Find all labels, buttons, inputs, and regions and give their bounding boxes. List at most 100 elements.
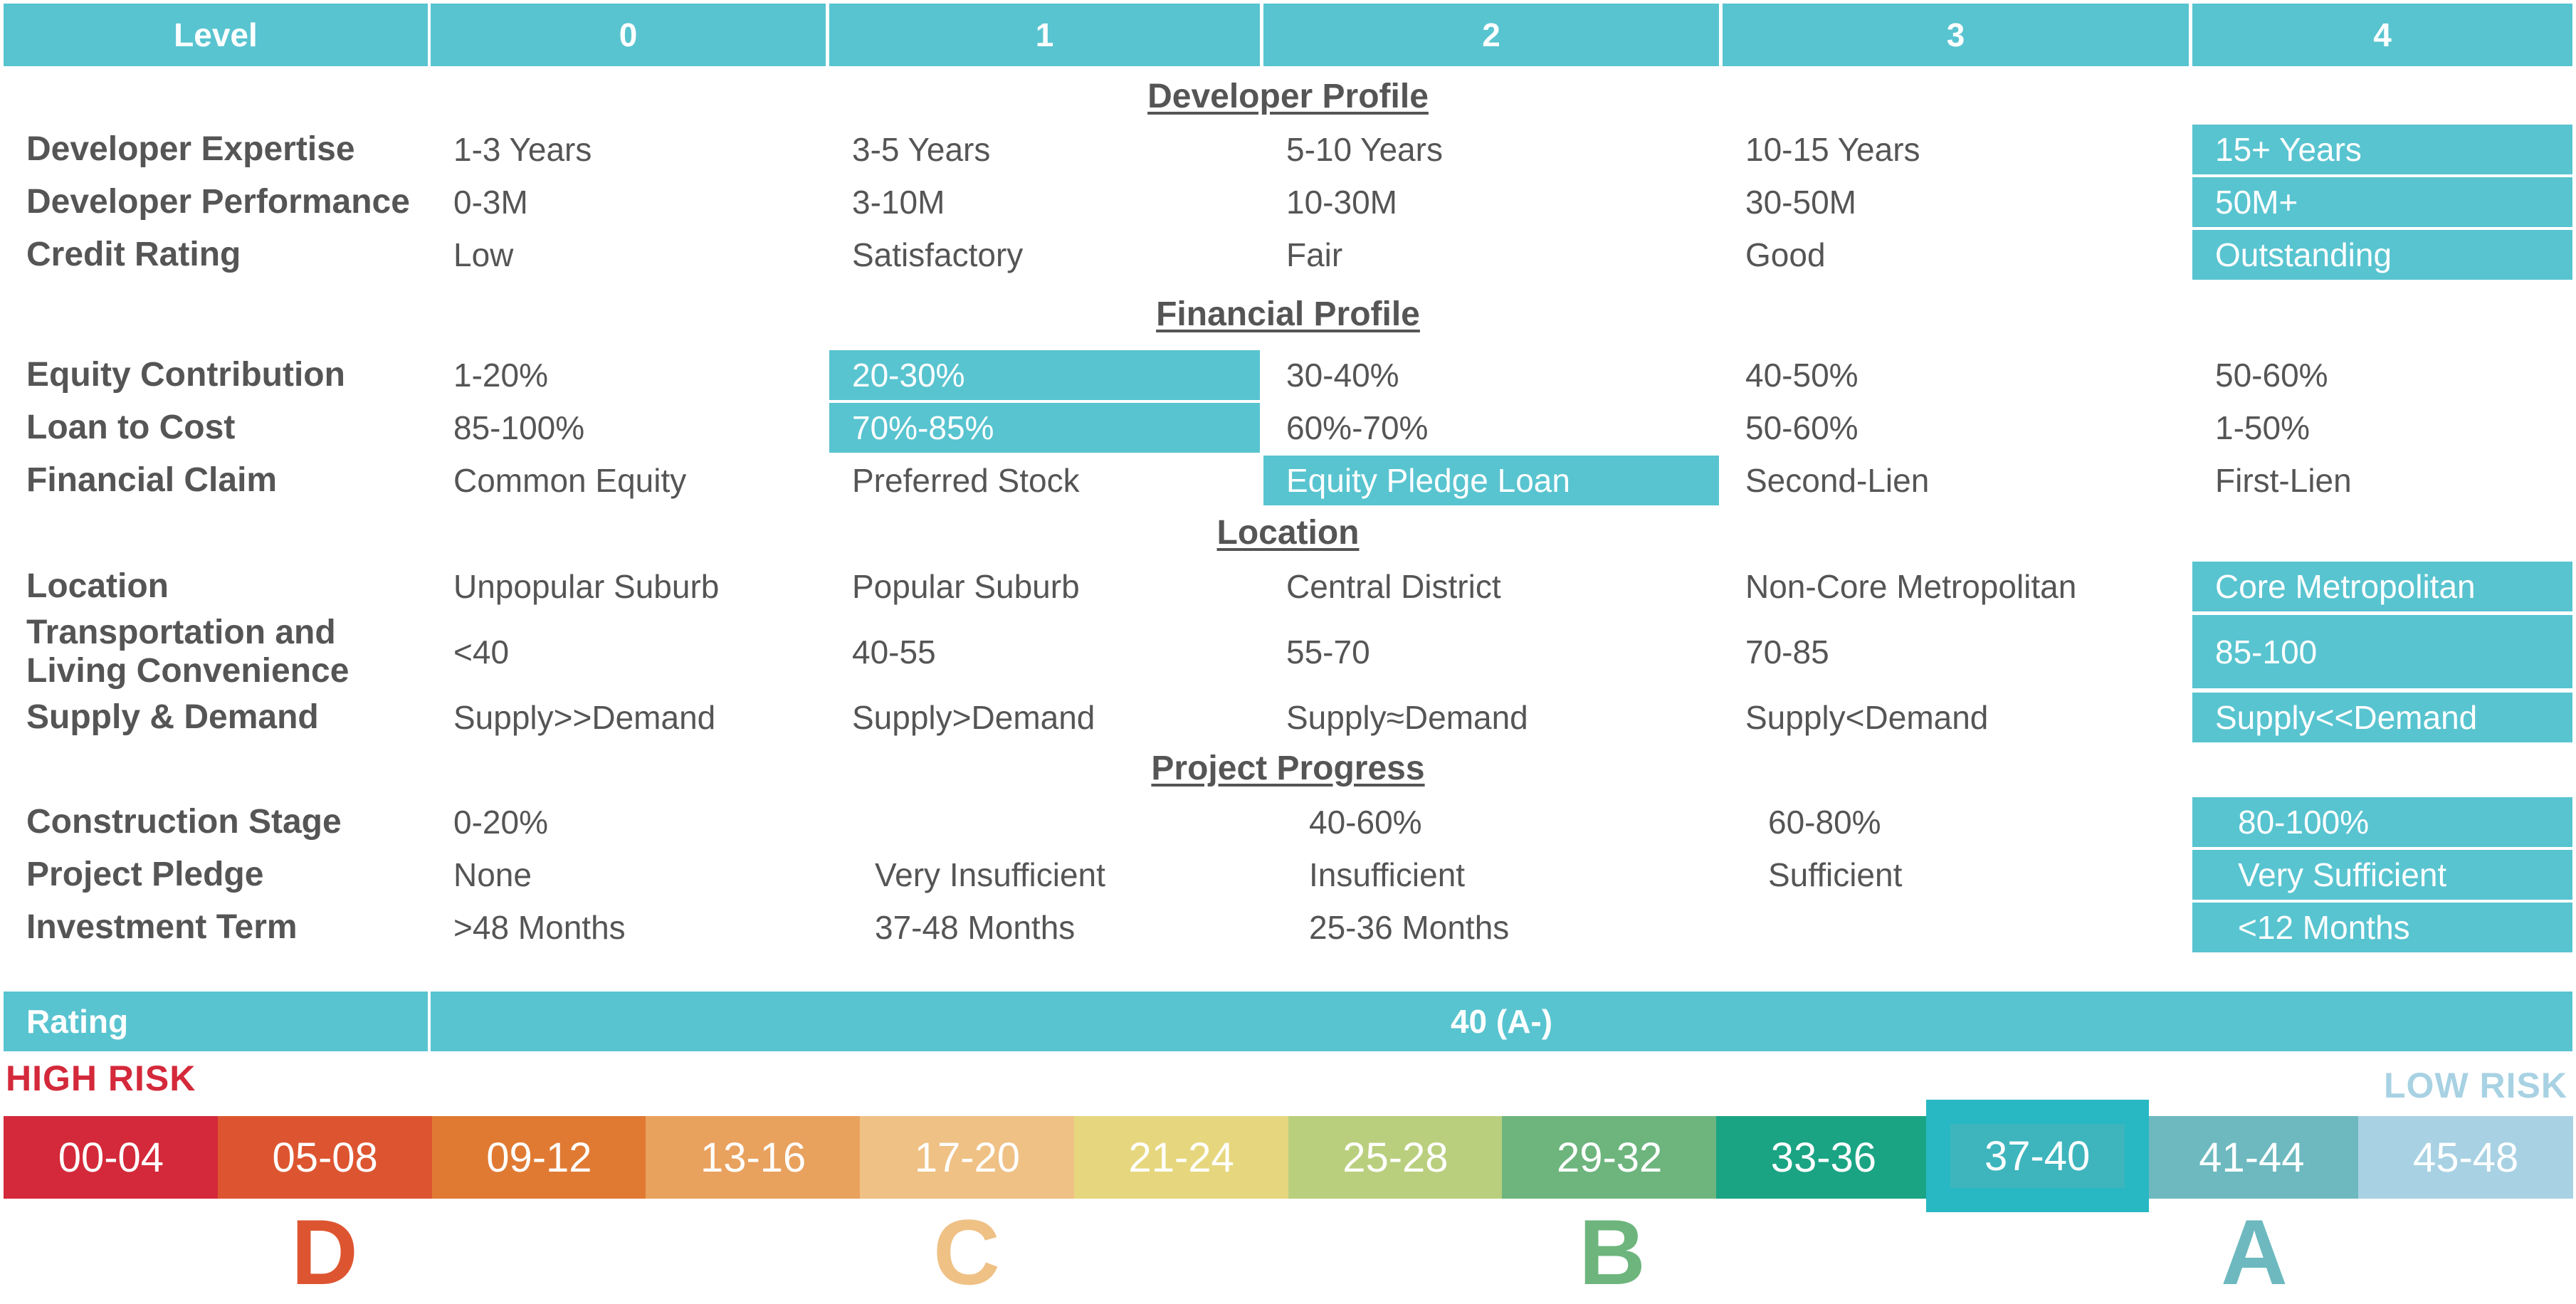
table-cell: 37-48 Months bbox=[875, 909, 1076, 946]
scale-segment: 17-20 bbox=[860, 1116, 1075, 1199]
table-cell: 40-50% bbox=[1745, 357, 1859, 394]
table-cell: Sufficient bbox=[1768, 856, 1903, 893]
low-risk-label: LOW RISK bbox=[2384, 1066, 2567, 1105]
table-cell: 85-100% bbox=[453, 409, 585, 446]
table-cell-selected: 85-100 bbox=[2192, 615, 2572, 688]
row-label: Developer Expertise bbox=[26, 130, 355, 168]
table-cell: Low bbox=[453, 236, 514, 273]
row-label-line: Living Convenience bbox=[26, 652, 349, 690]
table-cell: 50-60% bbox=[2215, 357, 2328, 394]
table-cell: 70-85 bbox=[1745, 633, 1829, 671]
table-cell: 1-3 Years bbox=[453, 131, 592, 168]
table-cell: Supply>Demand bbox=[852, 699, 1095, 736]
table-cell: 10-30M bbox=[1286, 184, 1397, 221]
table-cell: 30-50M bbox=[1745, 184, 1856, 221]
table-cell: <40 bbox=[453, 633, 510, 671]
table-cell-selected: Very Sufficient bbox=[2192, 850, 2572, 900]
table-cell-selected: 70%-85% bbox=[829, 403, 1260, 453]
table-cell-selected: <12 Months bbox=[2192, 903, 2572, 952]
row-label: Loan to Cost bbox=[26, 409, 236, 446]
table-cell: Supply>>Demand bbox=[453, 699, 716, 736]
table-cell: 30-40% bbox=[1286, 357, 1399, 394]
table-cell-selected: Outstanding bbox=[2192, 230, 2572, 280]
scale-segment-label: 37-40 bbox=[1984, 1132, 2091, 1179]
row-label: Construction Stage bbox=[26, 803, 342, 841]
scale-segment: 33-36 bbox=[1716, 1116, 1931, 1199]
table-cell bbox=[1745, 903, 1768, 952]
section-developer-profile: Developer Profile bbox=[1147, 78, 1429, 115]
high-risk-label: HIGH RISK bbox=[6, 1058, 196, 1098]
table-cell-selected: Core Metropolitan bbox=[2192, 562, 2572, 611]
table-cell bbox=[852, 797, 875, 847]
scale-segment: 21-24 bbox=[1073, 1116, 1289, 1199]
scale-segment-selected: 37-40 bbox=[1925, 1100, 2149, 1212]
table-cell-selected: 50M+ bbox=[2192, 177, 2572, 227]
header-level-1: 1 bbox=[829, 4, 1260, 66]
header-level: Level bbox=[4, 4, 428, 66]
row-label: Project Pledge bbox=[26, 856, 264, 893]
table-cell: 40-55 bbox=[852, 633, 936, 671]
table-cell: Second-Lien bbox=[1745, 462, 1930, 499]
row-label: Credit Rating bbox=[26, 236, 241, 273]
table-cell: Good bbox=[1745, 236, 1826, 273]
row-label: Investment Term bbox=[26, 908, 298, 946]
section-location: Location bbox=[1216, 514, 1360, 552]
table-cell: Fair bbox=[1286, 236, 1343, 273]
table-cell: 25-36 Months bbox=[1309, 909, 1510, 946]
table-cell: >48 Months bbox=[453, 909, 626, 946]
table-cell: 50-60% bbox=[1745, 409, 1859, 446]
row-label-line: Transportation and bbox=[26, 614, 336, 651]
grade-b: B bbox=[1579, 1200, 1646, 1304]
table-cell: First-Lien bbox=[2215, 462, 2352, 499]
table-cell: Supply≈Demand bbox=[1286, 699, 1528, 736]
table-cell: 1-20% bbox=[453, 357, 548, 394]
table-cell: Unpopular Suburb bbox=[453, 568, 720, 605]
scale-segment: 00-04 bbox=[4, 1116, 219, 1199]
row-label: Supply & Demand bbox=[26, 698, 319, 736]
scale-segment: 41-44 bbox=[2144, 1116, 2360, 1199]
row-label: Location bbox=[26, 567, 169, 605]
table-cell-selected: 80-100% bbox=[2192, 797, 2572, 847]
table-cell: 3-5 Years bbox=[852, 131, 991, 168]
section-project-progress: Project Progress bbox=[1151, 750, 1425, 787]
header-level-3: 3 bbox=[1723, 4, 2189, 66]
row-label: Financial Claim bbox=[26, 461, 278, 499]
row-label: Equity Contribution bbox=[26, 356, 345, 394]
grade-a: A bbox=[2221, 1200, 2288, 1304]
rating-value: 40 (A-) bbox=[431, 992, 2572, 1051]
rating-label: Rating bbox=[4, 992, 428, 1051]
table-cell: Central District bbox=[1286, 568, 1501, 605]
table-cell: 3-10M bbox=[852, 184, 945, 221]
scale-segment: 05-08 bbox=[217, 1116, 433, 1199]
scale-segment: 29-32 bbox=[1502, 1116, 1717, 1199]
table-cell: Satisfactory bbox=[852, 236, 1024, 273]
table-cell: 55-70 bbox=[1286, 633, 1370, 671]
table-cell: Non-Core Metropolitan bbox=[1745, 568, 2077, 605]
table-cell: 60%-70% bbox=[1286, 409, 1429, 446]
row-label: Transportation and Living Convenience bbox=[26, 614, 349, 690]
scale-segment: 25-28 bbox=[1288, 1116, 1503, 1199]
section-financial-profile: Financial Profile bbox=[1156, 295, 1420, 333]
table-cell: 5-10 Years bbox=[1286, 131, 1443, 168]
header-level-2: 2 bbox=[1263, 4, 1719, 66]
row-label: Developer Performance bbox=[26, 183, 410, 221]
table-cell-selected: 20-30% bbox=[829, 350, 1260, 400]
table-cell: 1-50% bbox=[2215, 409, 2310, 446]
scale-segment: 13-16 bbox=[646, 1116, 861, 1199]
header-level-4: 4 bbox=[2192, 4, 2572, 66]
table-cell: Common Equity bbox=[453, 462, 687, 499]
scale-segment-selected-inner bbox=[1950, 1124, 2125, 1188]
grade-c: C bbox=[933, 1200, 1000, 1304]
table-cell: 10-15 Years bbox=[1745, 131, 1920, 168]
table-cell: Preferred Stock bbox=[852, 462, 1080, 499]
table-cell: 0-20% bbox=[453, 804, 548, 841]
header-level-0: 0 bbox=[431, 4, 826, 66]
table-cell: Very Insufficient bbox=[875, 856, 1105, 893]
scale-segment: 45-48 bbox=[2358, 1116, 2573, 1199]
table-cell: 40-60% bbox=[1309, 804, 1422, 841]
table-cell: None bbox=[453, 856, 532, 893]
table-cell: Insufficient bbox=[1309, 856, 1466, 893]
table-cell-selected: Supply<<Demand bbox=[2192, 693, 2572, 742]
table-cell: 0-3M bbox=[453, 184, 528, 221]
table-cell: 60-80% bbox=[1768, 804, 1881, 841]
